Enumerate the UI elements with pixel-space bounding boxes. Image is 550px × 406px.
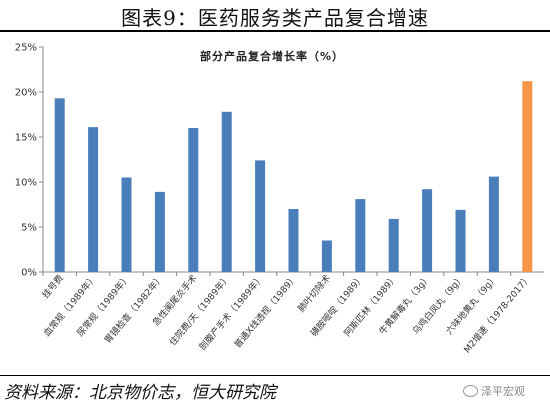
bar: [355, 199, 366, 272]
bar: [121, 177, 132, 272]
bottom-rule: [0, 375, 550, 376]
x-tick-label: M2增速（1978-2017）: [461, 272, 534, 355]
x-tick-label: 肺叶切除术: [295, 272, 333, 314]
wechat-icon: [463, 385, 478, 397]
figure-title: 图表9：医药服务类产品复合增速: [121, 6, 429, 30]
bar: [522, 81, 533, 272]
header: 图表9：医药服务类产品复合增速: [0, 0, 550, 30]
bar: [422, 189, 433, 272]
y-tick-label: 25%: [15, 43, 37, 54]
bar: [221, 111, 232, 272]
bar: [154, 191, 165, 272]
bar: [54, 98, 65, 272]
bar: [488, 176, 499, 272]
bar: [388, 218, 399, 272]
bar-chart: 0%5%10%15%20%25%挂号费血常规（1989年）尿常规（1989年）胃…: [15, 43, 544, 355]
y-tick-label: 10%: [15, 178, 37, 189]
top-rule: [0, 30, 550, 32]
y-tick-label: 0%: [21, 268, 37, 279]
bar: [188, 128, 199, 272]
bar: [255, 160, 266, 272]
chart-title: 部分产品复合增长率（%）: [200, 50, 345, 63]
x-tick-label: 胃镜检查（1982年）: [102, 272, 166, 346]
watermark: 泽平宏观: [463, 383, 525, 399]
y-tick-label: 15%: [15, 133, 37, 144]
bar: [321, 240, 332, 272]
x-tick-label: 挂号费: [39, 272, 66, 300]
y-tick-label: 5%: [21, 223, 37, 234]
bar: [455, 209, 466, 272]
watermark-text: 泽平宏观: [481, 385, 525, 398]
source-note: 资料来源：北京物价志，恒大研究院: [4, 383, 276, 403]
bar: [88, 127, 99, 272]
x-tick-label: 剖腹产手术（1989年）: [196, 272, 266, 352]
x-tick-label: 普通X线透视（1989）: [231, 272, 299, 350]
x-tick-label: 住院费/天（1989年）: [167, 272, 233, 348]
y-tick-label: 20%: [15, 88, 37, 99]
bar: [288, 209, 299, 272]
